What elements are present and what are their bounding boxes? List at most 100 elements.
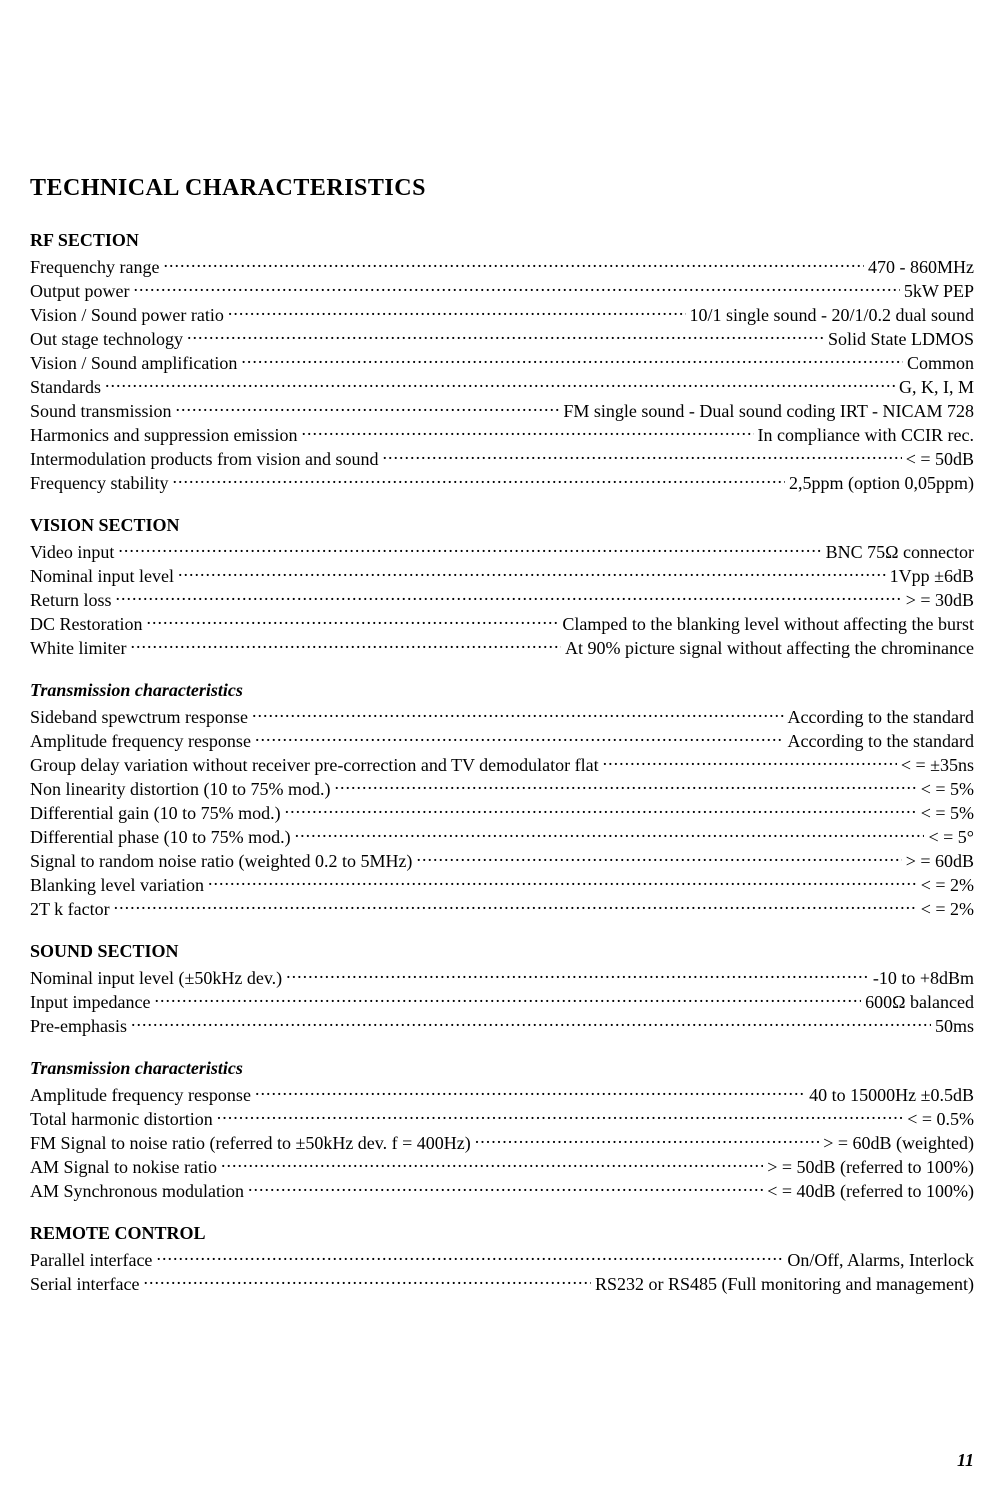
section-heading: Transmission characteristics	[30, 1058, 974, 1079]
spec-label: Blanking level variation	[30, 873, 204, 897]
spec-row: Out stage technologySolid State LDMOS	[30, 327, 974, 351]
spec-label: Frequency stability	[30, 471, 168, 495]
section-heading: SOUND SECTION	[30, 941, 974, 962]
spec-value: In compliance with CCIR rec.	[758, 423, 974, 447]
spec-value: 600Ω balanced	[865, 990, 974, 1014]
spec-row: Pre-emphasis50ms	[30, 1014, 974, 1038]
spec-value: 1Vpp ±6dB	[890, 564, 974, 588]
section-heading: RF SECTION	[30, 230, 974, 251]
spec-label: Input impedance	[30, 990, 150, 1014]
spec-label: Video input	[30, 540, 114, 564]
spec-value: > = 60dB (weighted)	[823, 1131, 974, 1155]
section-block: SOUND SECTION Nominal input level (±50kHz…	[30, 941, 974, 1038]
spec-row: Amplitude frequency response 40 to 15000H…	[30, 1083, 974, 1107]
spec-value: > = 30dB	[906, 588, 974, 612]
section-heading: REMOTE CONTROL	[30, 1223, 974, 1244]
spec-label: Sound transmission	[30, 399, 172, 423]
section-block: Transmission characteristics Sideband spe…	[30, 680, 974, 921]
spec-label: Frequenchy range	[30, 255, 159, 279]
spec-dots	[118, 540, 821, 558]
spec-dots	[255, 1083, 805, 1101]
spec-dots	[156, 1248, 783, 1266]
spec-label: Sideband spewctrum response	[30, 705, 248, 729]
spec-value: Solid State LDMOS	[828, 327, 974, 351]
spec-dots	[248, 1179, 763, 1197]
page-number: 11	[957, 1450, 974, 1471]
spec-row: AM Signal to nokise ratio> = 50dB (refer…	[30, 1155, 974, 1179]
spec-dots	[154, 990, 861, 1008]
spec-dots	[255, 729, 784, 747]
spec-row: AM Synchronous modulation< = 40dB (refer…	[30, 1179, 974, 1203]
spec-row: Video input BNC 75Ω connector	[30, 540, 974, 564]
spec-dots	[221, 1155, 763, 1173]
spec-label: Vision / Sound power ratio	[30, 303, 224, 327]
section-block: Transmission characteristics Amplitude fr…	[30, 1058, 974, 1203]
spec-label: Total harmonic distortion	[30, 1107, 213, 1131]
page: TECHNICAL CHARACTERISTICS RF SECTION Freq…	[0, 0, 1004, 1501]
spec-value: According to the standard	[788, 705, 974, 729]
spec-row: Serial interfaceRS232 or RS485 (Full mon…	[30, 1272, 974, 1296]
spec-row: StandardsG, K, I, M	[30, 375, 974, 399]
spec-value: Common	[907, 351, 974, 375]
spec-dots	[133, 279, 899, 297]
spec-value: 40 to 15000Hz ±0.5dB	[809, 1083, 974, 1107]
spec-row: Return loss> = 30dB	[30, 588, 974, 612]
sections-container: RF SECTIONFrequenchy range470 - 860MHzOu…	[30, 230, 974, 1296]
spec-dots	[228, 303, 686, 321]
spec-value: On/Off, Alarms, Interlock	[787, 1248, 974, 1272]
spec-label: Differential phase (10 to 75% mod.)	[30, 825, 291, 849]
spec-value: < = 2%	[921, 897, 974, 921]
spec-label: Group delay variation without receiver p…	[30, 753, 599, 777]
spec-label: Non linearity distortion (10 to 75% mod.…	[30, 777, 330, 801]
section-block: RF SECTIONFrequenchy range470 - 860MHzOu…	[30, 230, 974, 495]
spec-row: Vision / Sound amplificationCommon	[30, 351, 974, 375]
spec-value: < = ±35ns	[901, 753, 974, 777]
spec-value: RS232 or RS485 (Full monitoring and mana…	[595, 1272, 974, 1296]
spec-dots	[603, 753, 897, 771]
spec-dots	[241, 351, 903, 369]
spec-label: Signal to random noise ratio (weighted 0…	[30, 849, 412, 873]
section-block: VISION SECTIONVideo inputBNC 75Ω connect…	[30, 515, 974, 660]
spec-dots	[187, 327, 824, 345]
spec-label: DC Restoration	[30, 612, 143, 636]
spec-row: FM Signal to noise ratio (referred to ±5…	[30, 1131, 974, 1155]
spec-dots	[131, 1014, 931, 1032]
spec-label: Differential gain (10 to 75% mod.)	[30, 801, 281, 825]
spec-dots	[382, 447, 901, 465]
spec-value: < = 2%	[921, 873, 974, 897]
spec-value: According to the standard	[788, 729, 974, 753]
spec-row: Output power5kW PEP	[30, 279, 974, 303]
spec-label: White limiter	[30, 636, 126, 660]
spec-label: 2T k factor	[30, 897, 110, 921]
page-title: TECHNICAL CHARACTERISTICS	[30, 175, 974, 202]
spec-dots	[172, 471, 785, 489]
spec-row: DC Restoration Clamped to the blanking le…	[30, 612, 974, 636]
spec-value: -10 to +8dBm	[873, 966, 974, 990]
spec-row: Input impedance 600Ω balanced	[30, 990, 974, 1014]
spec-row: Amplitude frequency responseAccording to…	[30, 729, 974, 753]
spec-row: Signal to random noise ratio (weighted 0…	[30, 849, 974, 873]
spec-row: White limiter At 90% picture signal witho…	[30, 636, 974, 660]
spec-row: Group delay variation without receiver p…	[30, 753, 974, 777]
spec-value: Clamped to the blanking level without af…	[562, 612, 974, 636]
spec-dots	[217, 1107, 903, 1125]
spec-label: Amplitude frequency response	[30, 1083, 251, 1107]
spec-label: Output power	[30, 279, 129, 303]
spec-value: At 90% picture signal without affecting …	[565, 636, 974, 660]
spec-dots	[301, 423, 753, 441]
section-heading: Transmission characteristics	[30, 680, 974, 701]
spec-row: Vision / Sound power ratio 10/1 single so…	[30, 303, 974, 327]
spec-value: 10/1 single sound - 20/1/0.2 dual sound	[690, 303, 975, 327]
spec-dots	[475, 1131, 819, 1149]
spec-label: AM Synchronous modulation	[30, 1179, 244, 1203]
spec-value: BNC 75Ω connector	[826, 540, 974, 564]
spec-dots	[334, 777, 916, 795]
spec-value: > = 50dB (referred to 100%)	[767, 1155, 974, 1179]
spec-dots	[208, 873, 917, 891]
spec-label: Standards	[30, 375, 101, 399]
spec-dots	[178, 564, 886, 582]
spec-row: Nominal input level (±50kHz dev.)-10 to …	[30, 966, 974, 990]
section-block: REMOTE CONTROLParallel interfaceOn/Off, …	[30, 1223, 974, 1296]
spec-value: FM single sound - Dual sound coding IRT …	[563, 399, 974, 423]
spec-label: FM Signal to noise ratio (referred to ±5…	[30, 1131, 471, 1155]
